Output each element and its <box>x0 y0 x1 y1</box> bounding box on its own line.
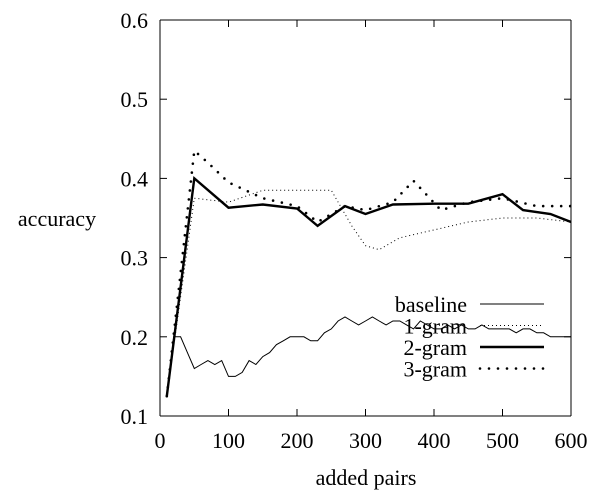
series-line-3-gram <box>165 148 573 398</box>
x-tick-label: 500 <box>486 428 519 453</box>
y-tick-label: 0.4 <box>121 166 149 191</box>
x-tick-label: 400 <box>418 428 451 453</box>
y-axis-ticks: 0.1 0.2 0.3 0.4 0.5 0.6 <box>121 8 571 429</box>
legend-label-2-gram: 2-gram <box>403 335 467 360</box>
x-tick-label: 100 <box>212 428 245 453</box>
plot-frame <box>159 19 572 417</box>
legend-label-3-gram: 3-gram <box>403 357 467 382</box>
legend-label-baseline: baseline <box>395 292 467 317</box>
y-tick-label: 0.2 <box>121 325 149 350</box>
series-line-2-gram <box>165 176 572 397</box>
series-layer <box>165 148 573 398</box>
x-tick-label: 600 <box>555 428 588 453</box>
y-tick-label: 0.5 <box>121 87 149 112</box>
y-tick-label: 0.1 <box>121 404 149 429</box>
series-line-baseline <box>166 316 571 397</box>
x-axis-label: added pairs <box>316 465 417 490</box>
x-tick-label: 300 <box>349 428 382 453</box>
y-tick-label: 0.3 <box>121 246 149 271</box>
series-line-1-gram <box>166 189 572 397</box>
x-axis-ticks: 0 100 200 300 400 500 600 <box>155 20 588 453</box>
x-tick-label: 200 <box>281 428 314 453</box>
legend-label-1-gram: 1-gram <box>403 314 467 339</box>
y-axis-label: accuracy <box>18 206 96 231</box>
x-tick-label: 0 <box>155 428 166 453</box>
y-tick-label: 0.6 <box>121 8 149 33</box>
